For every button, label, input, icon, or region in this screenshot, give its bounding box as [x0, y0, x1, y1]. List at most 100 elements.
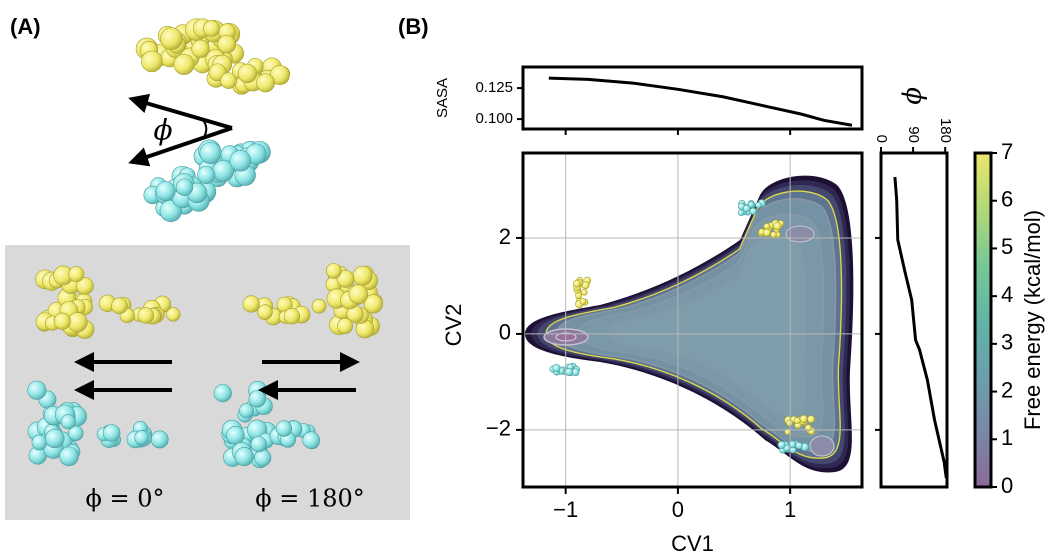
atom	[235, 447, 253, 465]
x-tick-label: 1	[784, 497, 796, 522]
atom	[750, 208, 757, 215]
line	[895, 177, 946, 478]
atom	[254, 450, 271, 467]
atom	[151, 431, 168, 448]
atom	[748, 202, 754, 208]
atom	[138, 308, 154, 324]
figure: (A) (B) ϕ ϕ = 0° ϕ = 180° −1 0 1 −2 0 2 CV1 CV2…	[0, 0, 1048, 558]
panel-label: (B)	[398, 14, 429, 39]
colorbar-tick-label: 2	[1001, 377, 1013, 402]
panel-label: (A)	[10, 14, 41, 39]
atom	[573, 280, 580, 287]
atom	[60, 447, 79, 466]
atom	[200, 142, 221, 163]
atom	[251, 436, 267, 452]
colorbar-tick-label: 7	[1001, 139, 1013, 164]
atom	[174, 54, 194, 74]
atom	[786, 420, 792, 426]
y-tick-label: 0.100	[475, 110, 513, 127]
atom	[353, 266, 372, 285]
atom	[135, 431, 149, 445]
atom	[763, 229, 770, 236]
atom	[192, 40, 210, 58]
atom	[28, 381, 47, 400]
atom	[794, 418, 800, 424]
x-tick-label: 0	[873, 135, 890, 143]
atom	[796, 442, 803, 449]
x-tick-label: 180	[937, 118, 954, 143]
x-tick-label: −1	[553, 497, 578, 522]
atom	[141, 51, 162, 72]
atom	[45, 429, 64, 448]
atom	[337, 318, 352, 333]
atom	[778, 441, 785, 448]
minimum	[810, 436, 834, 456]
atom	[581, 289, 587, 295]
atom	[256, 74, 274, 92]
atom	[239, 404, 253, 418]
atom	[258, 305, 273, 320]
atom	[276, 421, 292, 437]
y-tick-label: 0.125	[475, 79, 513, 96]
atom	[565, 368, 573, 376]
atom	[54, 313, 70, 329]
colorbar-label: Free energy (kcal/mol)	[1020, 210, 1045, 430]
colorbar-tick-label: 3	[1001, 330, 1013, 355]
y-tick-label: −2	[486, 416, 511, 441]
atom	[582, 282, 589, 289]
caption: ϕ = 180°	[255, 485, 365, 513]
atom	[203, 21, 219, 37]
atom	[103, 424, 120, 441]
atom	[218, 35, 236, 53]
y-axis-label: CV2	[441, 304, 466, 347]
contours	[525, 176, 853, 473]
colorbar-tick-label: 0	[1001, 473, 1013, 498]
atom	[326, 263, 341, 278]
atom	[764, 223, 770, 229]
y-tick-label: 0	[499, 320, 511, 345]
atom	[771, 232, 777, 238]
atom	[61, 415, 75, 429]
colorbar-tick-label: 5	[1001, 234, 1013, 259]
y-tick-label: 2	[499, 224, 511, 249]
atom	[808, 416, 815, 423]
atom	[303, 432, 320, 449]
angle-arc	[203, 120, 206, 137]
atom	[774, 222, 782, 230]
atom	[576, 293, 582, 299]
line	[549, 78, 852, 125]
atom	[284, 308, 300, 324]
x-tick-label: 0	[672, 497, 684, 522]
caption: ϕ = 0°	[86, 485, 165, 513]
atom	[580, 298, 586, 304]
colorbar	[975, 153, 991, 487]
atom	[112, 298, 128, 314]
y-axis-label: SASA	[434, 78, 451, 118]
atom	[226, 426, 244, 444]
atom	[176, 179, 193, 196]
atom	[69, 267, 84, 282]
atom	[230, 150, 251, 171]
atom	[32, 435, 47, 450]
atom	[243, 296, 260, 313]
atom	[738, 210, 744, 216]
atom	[553, 364, 560, 371]
atom	[160, 28, 182, 50]
colorbar-tick-label: 6	[1001, 187, 1013, 212]
atom	[312, 299, 326, 313]
x-axis-label: ϕ	[900, 87, 930, 105]
colorbar-tick-label: 4	[1001, 282, 1013, 307]
atom	[221, 73, 237, 89]
atom	[800, 415, 807, 422]
atom	[238, 64, 257, 83]
atom	[349, 285, 368, 304]
atom	[156, 181, 175, 200]
x-axis-label: CV1	[671, 531, 714, 556]
axes-frame	[523, 67, 862, 129]
colorbar-tick-label: 1	[1001, 425, 1013, 450]
atom	[249, 390, 266, 407]
x-tick-label: 90	[905, 126, 922, 143]
arrow	[132, 99, 232, 128]
angle-symbol: ϕ	[153, 114, 172, 147]
atom	[756, 202, 762, 208]
